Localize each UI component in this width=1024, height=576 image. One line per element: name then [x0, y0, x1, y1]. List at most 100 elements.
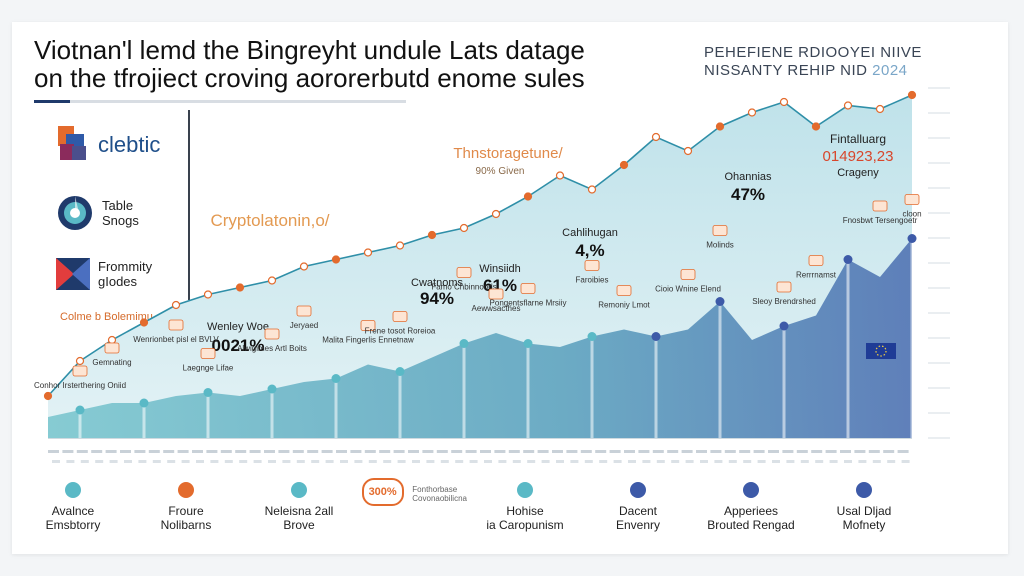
axis-tick-sub-3	[95, 460, 104, 463]
axis-tick-sub-32	[512, 460, 521, 463]
axis-tick-sub-0	[52, 460, 60, 463]
upper-point-14	[491, 209, 501, 219]
point-badge-icon-4	[264, 328, 280, 340]
axis-tick-sub-5	[124, 460, 132, 463]
legend-item-3: 300% Fonthorbase Covonaobilicna	[357, 478, 467, 506]
axis-tick-label-32	[508, 450, 520, 453]
axis-tick-label-6	[134, 450, 146, 453]
point-badge-icon-5	[296, 305, 312, 317]
axis-tick-label-13	[235, 450, 247, 453]
axis-tick-label-41	[638, 450, 650, 453]
upper-point-27	[907, 90, 917, 100]
axis-tick-label-10	[192, 450, 203, 453]
subtitle-year: 2024	[872, 62, 908, 79]
axis-tick-sub-48	[743, 460, 752, 463]
point-label-4: Alwigimes Artl Boits	[237, 344, 307, 353]
annotation-cwatnoms-value: 94%	[420, 289, 454, 308]
axis-tick-label-9	[177, 450, 189, 453]
axis-tick-sub-53	[815, 460, 824, 463]
annotation-cahlihugan: Cahlihugan 4,%	[562, 227, 618, 260]
point-badge-icon-0	[72, 365, 88, 377]
upper-point-1	[75, 356, 85, 366]
eu-flag-icon	[866, 343, 896, 359]
lower-point-17	[587, 332, 597, 341]
aperture-logo-icon	[58, 196, 92, 230]
upper-point-20	[683, 146, 693, 156]
upper-point-23	[779, 97, 789, 107]
point-badge-icon-9	[488, 288, 504, 300]
point-label-5: Jeryaed	[290, 321, 318, 330]
axis-tick-sub-35	[556, 460, 564, 463]
axis-tick-label-7	[148, 450, 160, 453]
upper-point-12	[427, 230, 437, 240]
axis-tick-sub-12	[224, 460, 233, 463]
axis-tick-sub-38	[599, 460, 608, 463]
axis-tick-label-55	[840, 450, 851, 453]
axis-tick-sub-45	[700, 460, 708, 463]
axis-tick-label-52	[796, 450, 808, 453]
clebtic-logo-icon	[58, 126, 86, 160]
axis-tick-sub-26	[426, 460, 435, 463]
axis-tick-sub-56	[858, 460, 867, 463]
upper-point-0	[43, 391, 53, 401]
legend-badge-3: 300% Fonthorbase Covonaobilicna	[357, 478, 467, 506]
title-divider	[34, 100, 406, 103]
axis-tick-label-2	[76, 450, 88, 453]
legend-label-line-1: Apperiees	[723, 504, 779, 518]
axis-tick-sub-2	[80, 460, 89, 463]
axis-tick-label-5	[120, 450, 131, 453]
axis-tick-sub-8	[167, 460, 176, 463]
upper-point-7	[267, 276, 277, 285]
axis-tick-label-25	[408, 450, 419, 453]
axis-tick-sub-51	[786, 460, 795, 463]
axis-tick-label-3	[91, 450, 103, 453]
legend-item-0: Avalnce Emsbtorry	[18, 482, 128, 532]
legend-badge-text: Fonthorbase Covonaobilicna	[412, 485, 467, 503]
point-label-16: Rerrrnamst	[796, 271, 837, 280]
upper-point-8	[299, 262, 309, 271]
upper-point-21	[715, 122, 725, 131]
frommity-logo-icon	[56, 258, 90, 290]
axis-tick-label-45	[696, 450, 707, 453]
axis-tick-label-49	[753, 450, 765, 453]
annotation-cryptolatonin-label: Cryptolatonin,o/	[210, 211, 329, 230]
legend-badge-value: 300%	[361, 478, 404, 506]
axis-tick-label-1	[62, 450, 74, 453]
axis-tick-label-26	[422, 450, 434, 453]
point-label-13: Cioio Wnine Elend	[655, 285, 721, 294]
axis-tick-sub-36	[570, 460, 579, 463]
point-badge-icon-11	[584, 260, 600, 271]
axis-tick-label-43	[667, 450, 679, 453]
upper-point-19	[651, 132, 661, 142]
annotation-cryptolatonin: Cryptolatonin,o/	[210, 211, 329, 230]
axis-tick-sub-59	[901, 460, 910, 463]
legend-label-line-2: Envenry	[615, 518, 661, 532]
legend-item-4: Hohise ia Caropunism	[470, 482, 580, 532]
point-badge-icon-16	[808, 255, 824, 266]
axis-tick-sub-29	[469, 460, 478, 463]
point-label-17: Fnosbwt Tersengoetr	[843, 216, 918, 225]
brand-clebtic: clebtic	[56, 126, 160, 162]
axis-tick-sub-58	[887, 460, 896, 463]
axis-tick-label-31	[494, 450, 506, 453]
annotation-wenley-label: Wenley Woe	[207, 321, 269, 333]
axis-tick-label-30	[480, 450, 491, 453]
point-label-8: Famo Chbinnoods	[431, 283, 496, 292]
point-badge-icon-1	[104, 342, 120, 354]
axis-tick-sub-25	[412, 460, 420, 463]
upper-point-6	[235, 283, 245, 292]
axis-tick-label-39	[609, 450, 621, 453]
point-badge-icon-10	[520, 283, 536, 294]
axis-tick-sub-39	[613, 460, 622, 463]
chart-marks	[43, 90, 917, 438]
title-line-1: Viotnan'l lemd the Bingreyht undule Lats…	[34, 35, 585, 65]
legend-label-line-1: Dacent	[618, 504, 658, 518]
point-label-9: Aewwsacthes	[472, 304, 521, 313]
point-label-7: Frene tosot Roreioa	[365, 327, 436, 336]
lower-point-15	[523, 339, 533, 348]
axis-tick-sub-22	[368, 460, 377, 463]
axis-tick-sub-15	[268, 460, 276, 463]
upper-point-10	[363, 248, 373, 257]
axis-tick-sub-52	[800, 460, 809, 463]
axis-tick-label-51	[782, 450, 794, 453]
